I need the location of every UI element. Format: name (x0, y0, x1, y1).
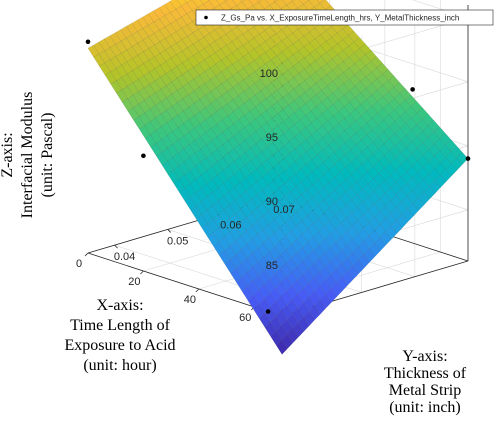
x-tick-label: 40 (184, 294, 196, 306)
data-point (265, 309, 271, 314)
x-axis-title: X-axis: Time Length of Exposure to Acid (un… (64, 297, 175, 374)
y-axis-title-line: Thickness of (384, 365, 467, 382)
y-tick-label: 0.05 (167, 235, 188, 247)
z-tick-label: 95 (266, 132, 278, 144)
x-tick-label: 20 (128, 276, 140, 288)
z-tick-label: 100 (260, 68, 278, 80)
grid-line (412, 0, 469, 19)
y-axis-title-line: Metal Strip (389, 382, 461, 399)
data-point (465, 156, 471, 161)
surface-patch (240, 0, 246, 2)
x-tick-mark (195, 288, 200, 293)
surface-patch (184, 0, 192, 3)
axis-titles: X-axis: Time Length of Exposure to Acid (un… (0, 92, 467, 416)
surface-patch (208, 0, 211, 1)
y-tick-label: 0.04 (114, 251, 135, 263)
z-tick-label: 90 (266, 196, 278, 208)
y-tick-mark (167, 229, 171, 233)
x-axis-title-line: Exposure to Acid (64, 337, 175, 354)
y-tick-mark (114, 244, 118, 249)
tick-labels: 0 20 40 60 0.04 0.05 0.06 0.07 85 90 95 100 (76, 68, 295, 324)
z-axis-title-line: Interfacial Modulus (19, 92, 36, 219)
z-axis-title-line: (unit: Pascal) (39, 113, 56, 198)
surface-patch (224, 0, 229, 2)
data-point (85, 39, 91, 45)
surface-patch (308, 0, 310, 1)
surface-patch (273, 0, 279, 2)
legend: Z_Gs_Pa vs. X_ExposureTimeLength_hrs, Y_… (195, 9, 494, 26)
x-axis-line (87, 252, 283, 317)
surface (87, 0, 469, 355)
y-axis-title: Y-axis: Thickness of Metal Strip (unit: inc… (384, 348, 467, 416)
legend-box (195, 9, 494, 26)
data-point (410, 87, 415, 92)
x-tick-mark (140, 270, 144, 275)
data-points (85, 39, 471, 314)
y-tick-label: 0.07 (273, 204, 294, 216)
y-axis-title-line: Y-axis: (402, 348, 447, 365)
surface-patch (257, 0, 263, 3)
x-tick-mark (84, 252, 89, 257)
surface-patch (290, 0, 295, 2)
z-tick-label: 85 (266, 260, 278, 272)
x-tick-label: 60 (239, 312, 251, 324)
legend-marker (204, 15, 208, 20)
legend-label: Z_Gs_Pa vs. X_ExposureTimeLength_hrs, Y_… (221, 14, 459, 23)
x-axis-title-line: (unit: hour) (83, 357, 156, 374)
z-axis-title: Z-axis: Interfacial Modulus (unit: Pascal) (0, 92, 56, 219)
x-axis-title-line: X-axis: (96, 297, 143, 314)
y-tick-label: 0.06 (220, 220, 241, 232)
y-axis-title-line: (unit: inch) (389, 399, 461, 416)
surface-patch (316, 0, 325, 4)
z-axis-title-line: Z-axis: (0, 132, 16, 177)
x-axis-title-line: Time Length of (70, 317, 171, 334)
x-tick-label: 0 (76, 258, 82, 270)
data-point (141, 153, 146, 159)
